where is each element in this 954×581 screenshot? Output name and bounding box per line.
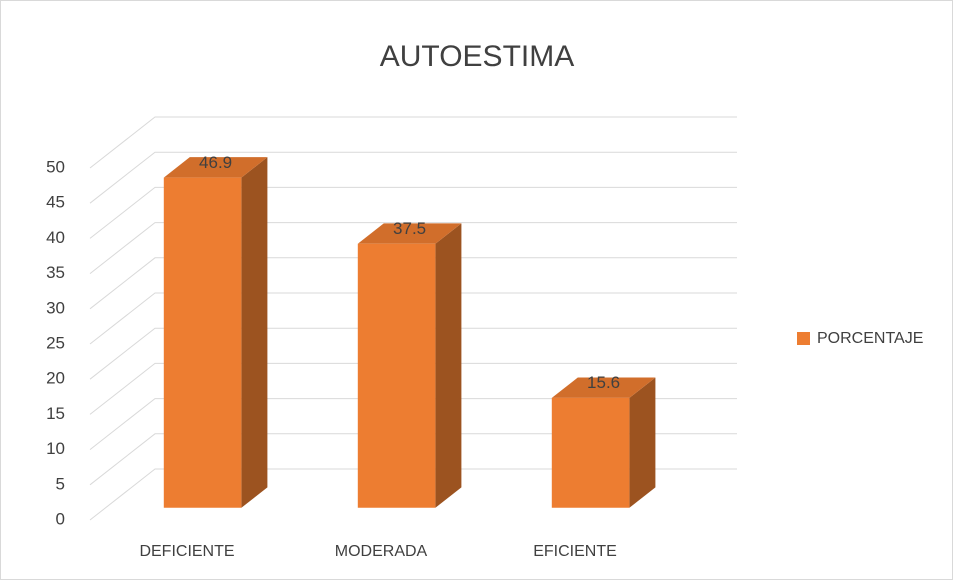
y-tick-label: 15 <box>46 404 65 423</box>
bar-side <box>629 377 656 508</box>
bar <box>163 177 242 508</box>
chart-title: AUTOESTIMA <box>380 40 574 73</box>
bar-side <box>435 223 462 508</box>
grid-line <box>89 362 737 415</box>
y-tick-label: 40 <box>46 228 65 247</box>
legend-label: PORCENTAJE <box>817 330 923 347</box>
data-label: 15.6 <box>587 373 620 392</box>
grid-line <box>89 327 737 380</box>
grid-line <box>89 292 737 345</box>
grid-line <box>89 186 737 239</box>
y-tick-label: 30 <box>46 298 65 317</box>
bar <box>551 397 630 508</box>
grid-line <box>89 151 737 204</box>
bar <box>357 243 436 508</box>
bar-top <box>551 377 656 398</box>
data-label: 37.5 <box>393 219 426 238</box>
y-tick-label: 25 <box>46 333 65 352</box>
grid-line <box>89 468 737 521</box>
x-tick-label: MODERADA <box>335 543 428 560</box>
data-label: 46.9 <box>199 153 232 172</box>
y-tick-label: 5 <box>56 474 65 493</box>
grid-line <box>89 222 737 274</box>
y-tick-label: 45 <box>46 193 65 212</box>
y-tick-label: 10 <box>46 439 65 458</box>
grid-line <box>89 433 737 486</box>
bar-side <box>241 157 268 508</box>
y-tick-label: 20 <box>46 369 65 388</box>
legend-swatch <box>797 332 810 345</box>
x-tick-label: EFICIENTE <box>533 543 617 560</box>
y-tick-label: 0 <box>56 509 65 528</box>
bar-top <box>163 157 268 178</box>
grid-line <box>89 398 737 450</box>
y-tick-label: 50 <box>46 157 65 176</box>
bar-top <box>357 223 462 244</box>
grid-line <box>89 116 737 169</box>
y-tick-label: 35 <box>46 263 65 282</box>
grid-line <box>89 257 737 310</box>
x-tick-label: DEFICIENTE <box>139 543 234 560</box>
